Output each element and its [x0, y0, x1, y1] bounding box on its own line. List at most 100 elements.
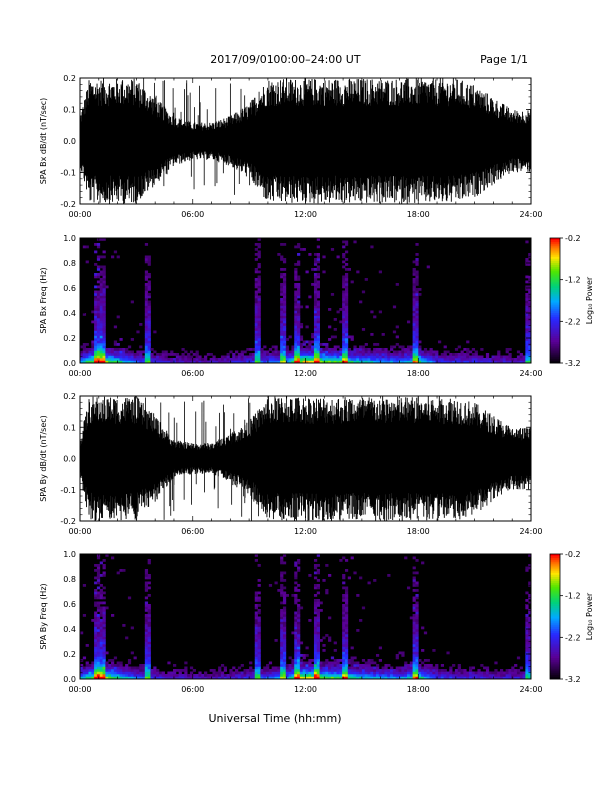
spectrogram-cell: [212, 355, 216, 359]
spectrogram-cell: [406, 669, 411, 672]
spectrogram-cell: [147, 559, 151, 562]
spectrogram-cell: [294, 320, 298, 324]
spectrogram-cell: [96, 624, 101, 627]
spectrogram-cell: [342, 626, 346, 630]
y-tick-label: 0.2: [63, 392, 76, 401]
spectrogram-cell: [257, 634, 261, 637]
spectrogram-cell: [525, 280, 529, 284]
spectrogram-cell: [282, 335, 287, 339]
spectrogram-cell: [390, 671, 394, 675]
spectrogram-cell: [344, 661, 349, 665]
spectrogram-cell: [99, 661, 103, 665]
y-tick-label: 0.0: [63, 455, 76, 464]
spectrogram-cell: [415, 243, 419, 246]
spectrogram-cell: [257, 283, 261, 286]
spectrogram-cell: [94, 656, 98, 660]
spectrogram-cell: [170, 671, 174, 675]
spectrogram-cell: [387, 671, 391, 675]
spectrogram-cell: [313, 295, 318, 299]
colorbar-segment: [550, 283, 560, 287]
spectrogram-cell: [297, 649, 301, 652]
spectrogram-cell: [147, 325, 151, 329]
spectrogram-cell: [499, 674, 504, 677]
spectrogram-cell: [102, 355, 106, 359]
spectrogram-cell: [395, 666, 399, 670]
spectrogram-cell: [404, 360, 408, 364]
spectrogram-cell: [342, 624, 346, 627]
spectrogram-cell: [105, 606, 109, 610]
spectrogram-cell: [322, 358, 326, 361]
spectrogram-cell: [263, 355, 267, 359]
spectrogram-cell: [313, 335, 318, 339]
spectrogram-cell: [229, 358, 233, 361]
spectrogram-cell: [466, 350, 470, 354]
spectrogram-cell: [237, 671, 242, 675]
spectrogram-cell: [344, 258, 349, 261]
spectrogram-cell: [268, 676, 273, 680]
spectrogram-cell: [412, 295, 416, 299]
spectrogram-cell: [192, 353, 196, 356]
spectrogram-cell: [282, 345, 287, 349]
spectrogram-cell: [125, 676, 129, 680]
spectrogram-cell: [418, 659, 422, 662]
spectrogram-cell: [409, 671, 414, 675]
spectrogram-cell: [254, 654, 258, 657]
spectrogram-cell: [254, 343, 258, 346]
spectrogram-cell: [299, 674, 304, 677]
spectrogram-cell: [280, 666, 284, 670]
spectrogram-cell: [325, 669, 329, 672]
spectrogram-cell: [294, 596, 298, 600]
colorbar-segment: [550, 664, 560, 667]
spectrogram-cell: [294, 283, 298, 286]
spectrogram-cell: [175, 669, 180, 672]
spectrogram-cell: [525, 340, 529, 344]
spectrogram-cell: [198, 358, 202, 361]
spectrogram-cell: [525, 313, 529, 316]
spectrogram-cell: [505, 348, 509, 351]
spectrogram-cell: [342, 275, 346, 279]
spectrogram-cell: [192, 358, 196, 361]
spectrogram-cell: [144, 636, 149, 640]
spectrogram-cell: [322, 579, 326, 582]
spectrogram-cell: [85, 664, 89, 667]
spectrogram-cell: [254, 293, 258, 296]
spectrogram-cell: [144, 343, 149, 346]
spectrogram-cell: [356, 629, 360, 632]
spectrogram-cell: [344, 345, 349, 349]
spectrogram-cell: [449, 674, 453, 677]
spectrogram-cell: [94, 676, 98, 680]
spectrogram-cell: [440, 353, 445, 356]
spectrogram-cell: [474, 676, 478, 680]
spectrogram-cell: [94, 263, 98, 266]
spectrogram-cell: [91, 674, 95, 677]
spectrogram-cell: [313, 594, 318, 597]
spectrogram-cell: [370, 659, 374, 662]
x-tick-label: 06:00: [181, 369, 204, 378]
spectrogram-cell: [254, 278, 258, 281]
spectrogram-cell: [268, 360, 273, 364]
spectrogram-cell: [330, 664, 335, 667]
spectrogram-cell: [502, 355, 507, 359]
spectrogram-cell: [147, 629, 151, 632]
spectrogram-cell: [404, 666, 408, 670]
spectrogram-cell: [249, 355, 253, 359]
spectrogram-cell: [254, 333, 258, 336]
spectrogram-cell: [153, 330, 157, 334]
spectrogram-cell: [102, 596, 106, 600]
spectrogram-cell: [525, 624, 529, 627]
colorbar-segment: [550, 641, 560, 644]
spectrogram-cell: [285, 664, 289, 667]
spectrogram-cell: [454, 358, 459, 361]
spectrogram-cell: [375, 674, 380, 677]
spectrogram-cell: [297, 288, 301, 291]
spectrogram-cell: [316, 641, 320, 645]
spectrogram-cell: [147, 614, 151, 617]
spectrogram-cell: [274, 674, 278, 677]
spectrogram-cell: [263, 353, 267, 356]
spectrogram-cell: [254, 671, 258, 675]
spectrogram-cell: [499, 669, 504, 672]
spectrogram-cell: [460, 676, 464, 680]
spectrogram-cell: [96, 579, 101, 582]
spectrogram-cell: [499, 676, 504, 680]
